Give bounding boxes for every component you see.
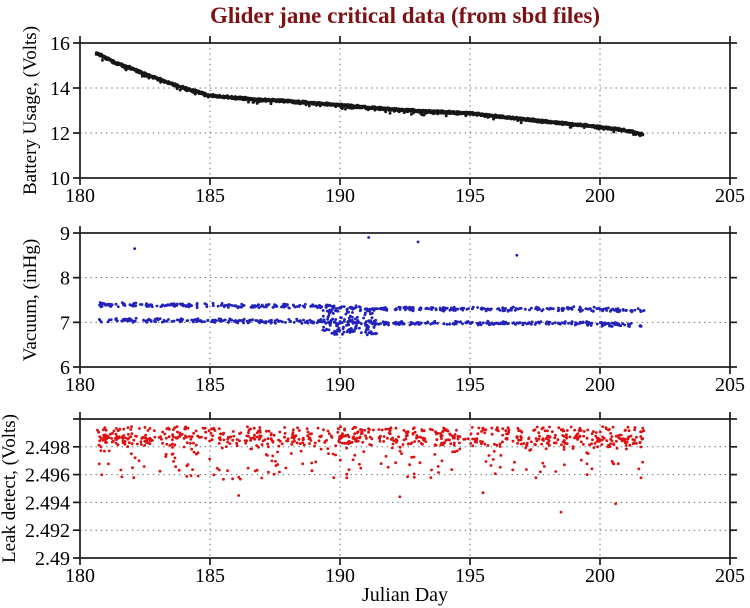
y-tick-label: 10 (50, 168, 70, 190)
y-tick-label: 8 (60, 268, 70, 290)
x-tick-label: 190 (325, 565, 355, 587)
x-tick-label: 205 (715, 374, 745, 396)
plot-border (79, 418, 731, 559)
x-tick-label: 195 (455, 374, 485, 396)
series-points-battery-usage (94, 51, 645, 138)
y-axis-label-leak: Leak detect, (Volts) (0, 414, 20, 563)
y-tick-label: 9 (60, 223, 70, 245)
y-axis-label-battery: Battery Usage, (Volts) (20, 26, 41, 195)
y-tick-label: 2.49 (35, 548, 70, 570)
y-tick-label: 2.494 (25, 492, 70, 514)
x-tick-label: 180 (65, 374, 95, 396)
x-tick-label: 185 (195, 185, 225, 207)
x-tick-label: 205 (715, 185, 745, 207)
y-tick-label: 2.496 (25, 465, 70, 487)
y-tick-label: 2.492 (25, 520, 70, 542)
x-tick-label: 205 (715, 565, 745, 587)
x-tick-label: 180 (65, 565, 95, 587)
x-tick-label: 185 (195, 374, 225, 396)
x-tick-label: 180 (65, 185, 95, 207)
x-tick-label: 195 (455, 185, 485, 207)
x-tick-label: 190 (325, 374, 355, 396)
x-axis-label: Julian Day (362, 584, 448, 606)
x-tick-label: 200 (585, 185, 615, 207)
y-tick-label: 12 (50, 123, 70, 145)
subplots-group: 180 185 190 195 200 205 10 12 14 16 180 185 190 195 20… (25, 33, 745, 587)
x-tick-label: 200 (585, 374, 615, 396)
plot-border (79, 232, 731, 368)
series-points-leak-detect (96, 425, 646, 514)
y-tick-label: 7 (60, 312, 70, 334)
x-tick-label: 185 (195, 565, 225, 587)
plot-border (79, 42, 731, 179)
x-tick-label: 200 (585, 565, 615, 587)
y-tick-label: 6 (60, 357, 70, 379)
y-axis-label-vacuum: Vacuum, (inHg) (20, 239, 41, 361)
chart-title: Glider jane critical data (from sbd file… (209, 3, 601, 28)
y-tick-label: 14 (50, 78, 70, 100)
series-points-vacuum (97, 236, 646, 337)
y-tick-label: 2.498 (25, 437, 70, 459)
y-tick-label: 16 (50, 33, 70, 55)
subplot-vacuum: 180 185 190 195 200 205 6 7 8 9 (60, 223, 745, 396)
x-tick-label: 195 (455, 565, 485, 587)
subplot-leak-detect: 180 185 190 195 200 205 2.49 2.492 2.494 2.496 2.4… (25, 412, 745, 587)
x-tick-label: 190 (325, 185, 355, 207)
subplot-battery-usage: 180 185 190 195 200 205 10 12 14 16 (50, 33, 745, 207)
